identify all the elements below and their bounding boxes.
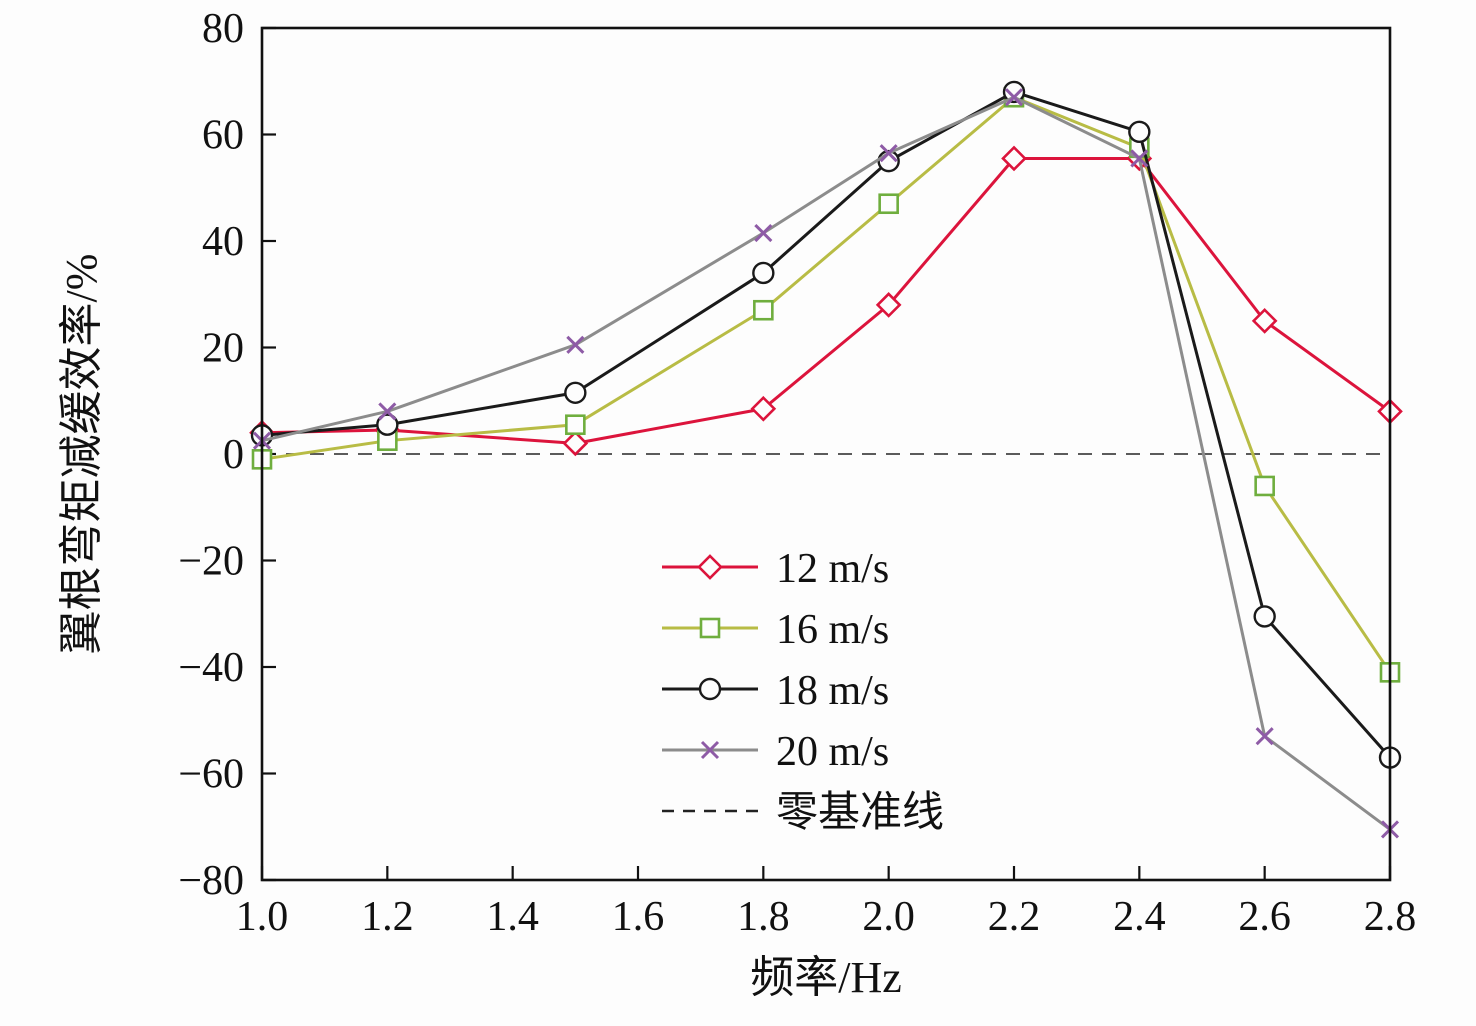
y-tick-label: 0 bbox=[223, 432, 244, 478]
legend-label: 12 m/s bbox=[776, 546, 889, 592]
x-tick-label: 2.0 bbox=[862, 894, 915, 940]
x-marker bbox=[754, 223, 773, 243]
circle-marker bbox=[1002, 80, 1026, 104]
circle-marker bbox=[752, 261, 775, 285]
x-tick-label: 2.6 bbox=[1238, 894, 1291, 940]
y-tick-label: 40 bbox=[202, 219, 244, 265]
y-tick-label: −80 bbox=[178, 858, 244, 904]
x-tick-label: 1.0 bbox=[236, 894, 289, 940]
y-tick-label: −40 bbox=[178, 645, 244, 691]
diamond-marker bbox=[750, 395, 777, 422]
y-tick-label: 20 bbox=[202, 326, 244, 372]
legend-item-zero-baseline: 零基准线 bbox=[662, 790, 944, 836]
diamond-marker bbox=[1251, 308, 1278, 334]
x-tick-label: 1.2 bbox=[361, 894, 414, 940]
legend-label: 20 m/s bbox=[776, 729, 889, 775]
x-marker bbox=[1255, 727, 1274, 746]
diamond-marker bbox=[697, 554, 723, 580]
square-marker bbox=[753, 299, 774, 321]
y-tick-label: 80 bbox=[202, 6, 244, 52]
legend-item-20-m-s: 20 m/s bbox=[662, 729, 889, 775]
diamond-marker bbox=[1001, 145, 1027, 172]
diamond-marker bbox=[875, 292, 902, 318]
square-marker bbox=[565, 414, 586, 436]
circle-marker bbox=[376, 413, 399, 436]
square-marker bbox=[878, 193, 899, 215]
axis-ticks: 1.0 1.2 1.4 1.6 1.8 2.0 2.2 2.4 2.6 2.8 −80 −60 −40 −… bbox=[178, 6, 1416, 940]
x-tick-label: 1.8 bbox=[737, 894, 790, 940]
x-marker bbox=[378, 402, 397, 421]
x-tick-label: 2.4 bbox=[1113, 894, 1166, 940]
x-marker bbox=[1130, 149, 1149, 168]
legend-item-16-m-s: 16 m/s bbox=[662, 607, 889, 653]
legend-item-18-m-s: 18 m/s bbox=[662, 668, 889, 714]
x-tick-label: 2.2 bbox=[988, 894, 1041, 940]
legend-label: 零基准线 bbox=[776, 790, 944, 836]
legend-item-12-m-s: 12 m/s bbox=[662, 546, 889, 592]
circle-marker bbox=[564, 381, 587, 404]
diamond-marker bbox=[562, 430, 589, 457]
y-tick-label: −20 bbox=[178, 539, 244, 585]
legend-label: 16 m/s bbox=[776, 607, 889, 653]
y-axis-label: 翼根弯矩减缓效率/% bbox=[57, 254, 106, 655]
x-tick-label: 1.4 bbox=[486, 894, 539, 940]
x-marker bbox=[879, 144, 898, 163]
plot-frame bbox=[260, 26, 1392, 882]
x-marker bbox=[1004, 88, 1024, 107]
y-tick-label: 60 bbox=[202, 113, 244, 159]
square-marker bbox=[1254, 475, 1275, 497]
x-marker bbox=[566, 335, 585, 354]
x-marker bbox=[700, 740, 720, 760]
circle-marker bbox=[1128, 120, 1151, 144]
y-tick-label: −60 bbox=[178, 752, 244, 798]
x-tick-label: 2.8 bbox=[1364, 894, 1417, 940]
circle-marker bbox=[698, 677, 722, 701]
legend: 12 m/s 16 m/s 18 m/s 20 m/s 零基准线 bbox=[662, 546, 944, 836]
series-20-m-s bbox=[252, 88, 1400, 839]
circle-marker bbox=[1253, 605, 1276, 628]
legend-label: 18 m/s bbox=[776, 668, 889, 714]
square-marker bbox=[699, 617, 721, 639]
x-axis-label: 频率/Hz bbox=[750, 953, 902, 1002]
x-tick-label: 1.6 bbox=[612, 894, 665, 940]
